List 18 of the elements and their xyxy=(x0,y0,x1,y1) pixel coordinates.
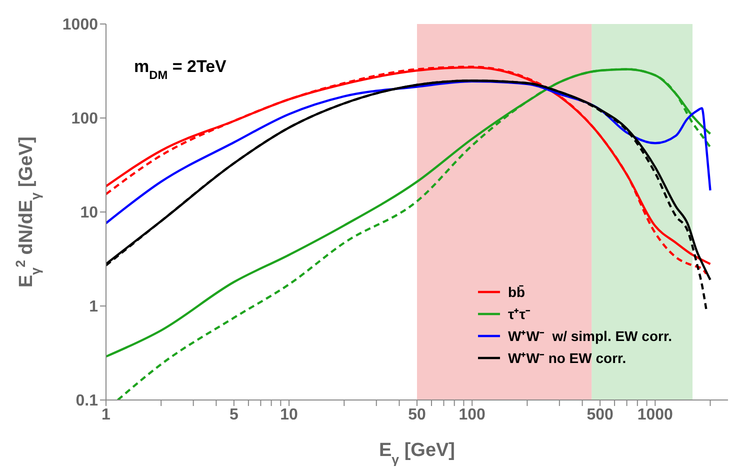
y-tick-label: 10 xyxy=(80,204,98,222)
legend-label: bb̄ xyxy=(508,284,526,300)
x-tick-label: 5 xyxy=(229,406,238,424)
x-tick-label: 1 xyxy=(102,406,111,424)
y-tick-label: 0.1 xyxy=(76,392,98,410)
legend-label: W⁺W⁻ w/ simpl. EW corr. xyxy=(508,328,672,344)
legend-label: τ⁺τ⁻ xyxy=(508,306,530,322)
annotation: m$_{DM}$ = 2TeV xyxy=(134,57,228,82)
x-tick-label: 10 xyxy=(280,406,298,424)
x-tick-label: 500 xyxy=(586,406,614,424)
y-tick-label: 100 xyxy=(71,110,98,128)
x-axis-title: E$_{γ}$ [GeV] xyxy=(378,440,456,466)
x-tick-label: 1000 xyxy=(637,406,674,424)
x-tick-label: 100 xyxy=(458,406,486,424)
y-tick-label: 1000 xyxy=(62,16,98,34)
y-tick-label: 1 xyxy=(89,298,98,316)
legend-label: W⁺W⁻ no EW corr. xyxy=(508,350,626,366)
x-tick-label: 50 xyxy=(408,406,426,424)
